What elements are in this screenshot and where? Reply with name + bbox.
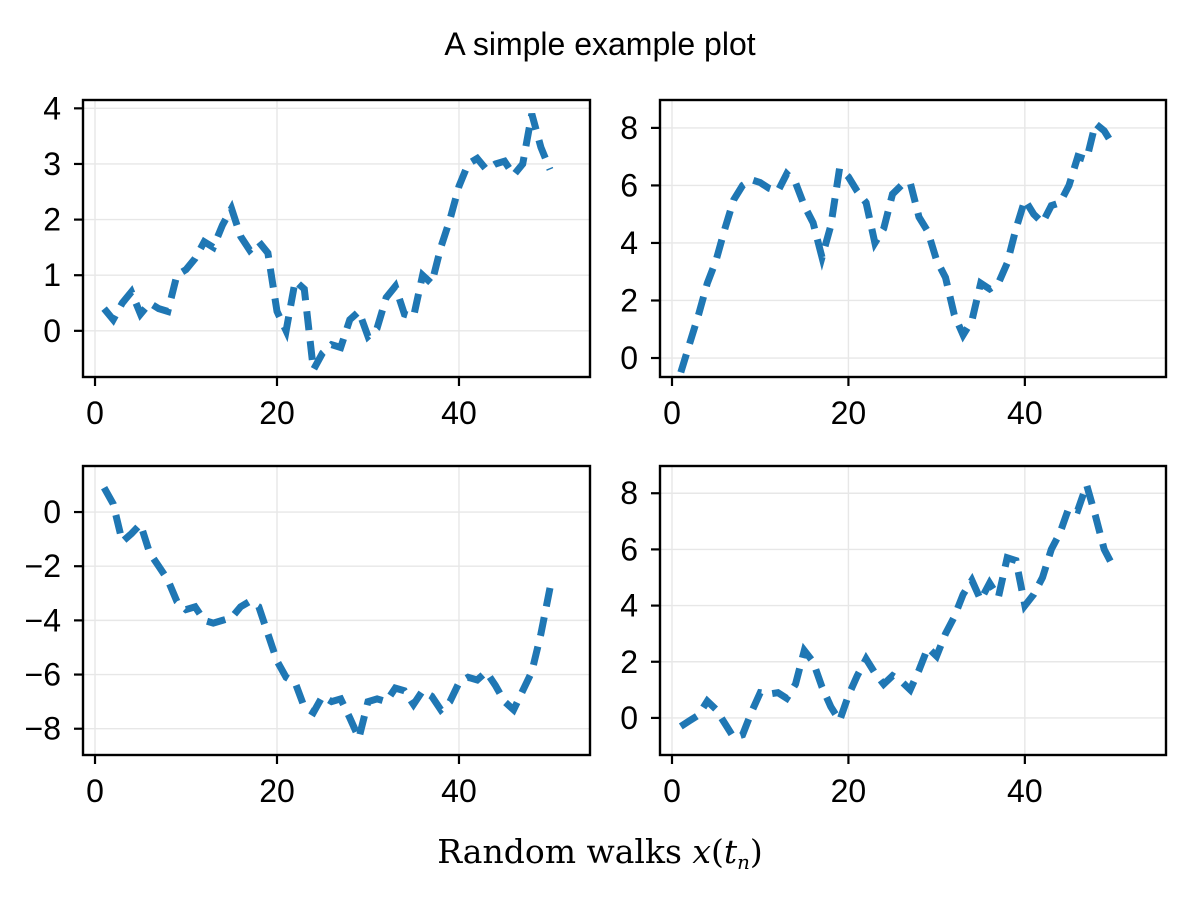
x-tick-label: 40 — [1007, 773, 1043, 809]
random-walk-plot-bottom-left: 0 20 40 0 −2 −4 −6 −8 — [25, 464, 592, 809]
y-tick-label: 3 — [43, 146, 61, 182]
subplot-top-right: 0 20 40 0 2 4 6 8 — [620, 98, 1168, 431]
subplot-bottom-right: 0 20 40 0 2 4 6 8 — [620, 464, 1168, 809]
x-axis-label-close-paren: ) — [749, 832, 763, 871]
x-axis-label-math-x: x — [692, 832, 712, 871]
x-tick-label: 0 — [86, 395, 104, 431]
y-tick-label: 4 — [43, 90, 61, 126]
axes-spines — [81, 464, 592, 757]
subplot-top-left: 0 20 40 0 1 2 3 4 — [43, 90, 592, 431]
x-tick-label: 0 — [663, 395, 681, 431]
x-axis-label-open-paren: ( — [711, 832, 724, 871]
y-tick-label: 0 — [620, 340, 638, 376]
y-tick-label: 4 — [620, 588, 638, 624]
x-tick-label: 20 — [831, 395, 867, 431]
subplot-bottom-left: 0 20 40 0 −2 −4 −6 −8 — [25, 464, 592, 809]
x-tick-label: 40 — [1007, 395, 1043, 431]
random-walk-bottom-left-line — [101, 485, 554, 749]
x-tick-label: 20 — [831, 773, 867, 809]
axis-ticks: 0 20 40 0 −2 −4 −6 −8 — [25, 494, 477, 809]
y-tick-label: 1 — [43, 257, 61, 293]
axes-spines — [81, 98, 592, 379]
x-axis-label: Random walks x(tn) — [0, 832, 1200, 874]
x-tick-label: 40 — [441, 773, 477, 809]
y-tick-label: 2 — [620, 282, 638, 318]
x-tick-label: 0 — [86, 773, 104, 809]
y-tick-label: 6 — [620, 531, 638, 567]
x-axis-label-text: Random walks — [437, 832, 693, 871]
random-walk-plot-bottom-right: 0 20 40 0 2 4 6 8 — [620, 464, 1168, 809]
random-walk-plot-top-right: 0 20 40 0 2 4 6 8 — [620, 98, 1168, 431]
axes-spines — [658, 464, 1168, 757]
figure-title: A simple example plot — [444, 26, 756, 62]
y-tick-label: −2 — [25, 548, 61, 584]
x-tick-label: 20 — [259, 395, 295, 431]
y-tick-label: −8 — [25, 711, 61, 747]
axis-ticks: 0 20 40 0 1 2 3 4 — [43, 90, 477, 431]
x-tick-label: 0 — [663, 773, 681, 809]
y-tick-label: −6 — [25, 657, 61, 693]
x-tick-label: 40 — [441, 395, 477, 431]
gridlines — [83, 100, 590, 377]
y-tick-label: 0 — [43, 494, 61, 530]
y-tick-label: 4 — [620, 225, 638, 261]
y-tick-label: −4 — [25, 602, 61, 638]
gridlines — [83, 466, 590, 755]
random-walk-top-right-line — [677, 117, 1117, 374]
axis-ticks: 0 20 40 0 2 4 6 8 — [620, 110, 1042, 431]
y-tick-label: 0 — [43, 313, 61, 349]
x-tick-label: 20 — [259, 773, 295, 809]
y-tick-label: 6 — [620, 167, 638, 203]
y-tick-label: 8 — [620, 110, 638, 146]
random-walk-plot-top-left: 0 20 40 0 1 2 3 4 — [43, 90, 592, 431]
y-tick-label: 8 — [620, 475, 638, 511]
y-tick-label: 2 — [43, 202, 61, 238]
axes-spines — [658, 98, 1168, 379]
x-axis-label-math-t: t — [723, 832, 738, 871]
axis-ticks: 0 20 40 0 2 4 6 8 — [620, 475, 1042, 809]
random-walk-top-left-line — [101, 112, 554, 377]
gridlines — [660, 466, 1166, 755]
y-tick-label: 2 — [620, 644, 638, 680]
random-walk-bottom-right-line — [678, 473, 1117, 742]
x-axis-label-subscript-n: n — [737, 850, 750, 874]
y-tick-label: 0 — [620, 700, 638, 736]
